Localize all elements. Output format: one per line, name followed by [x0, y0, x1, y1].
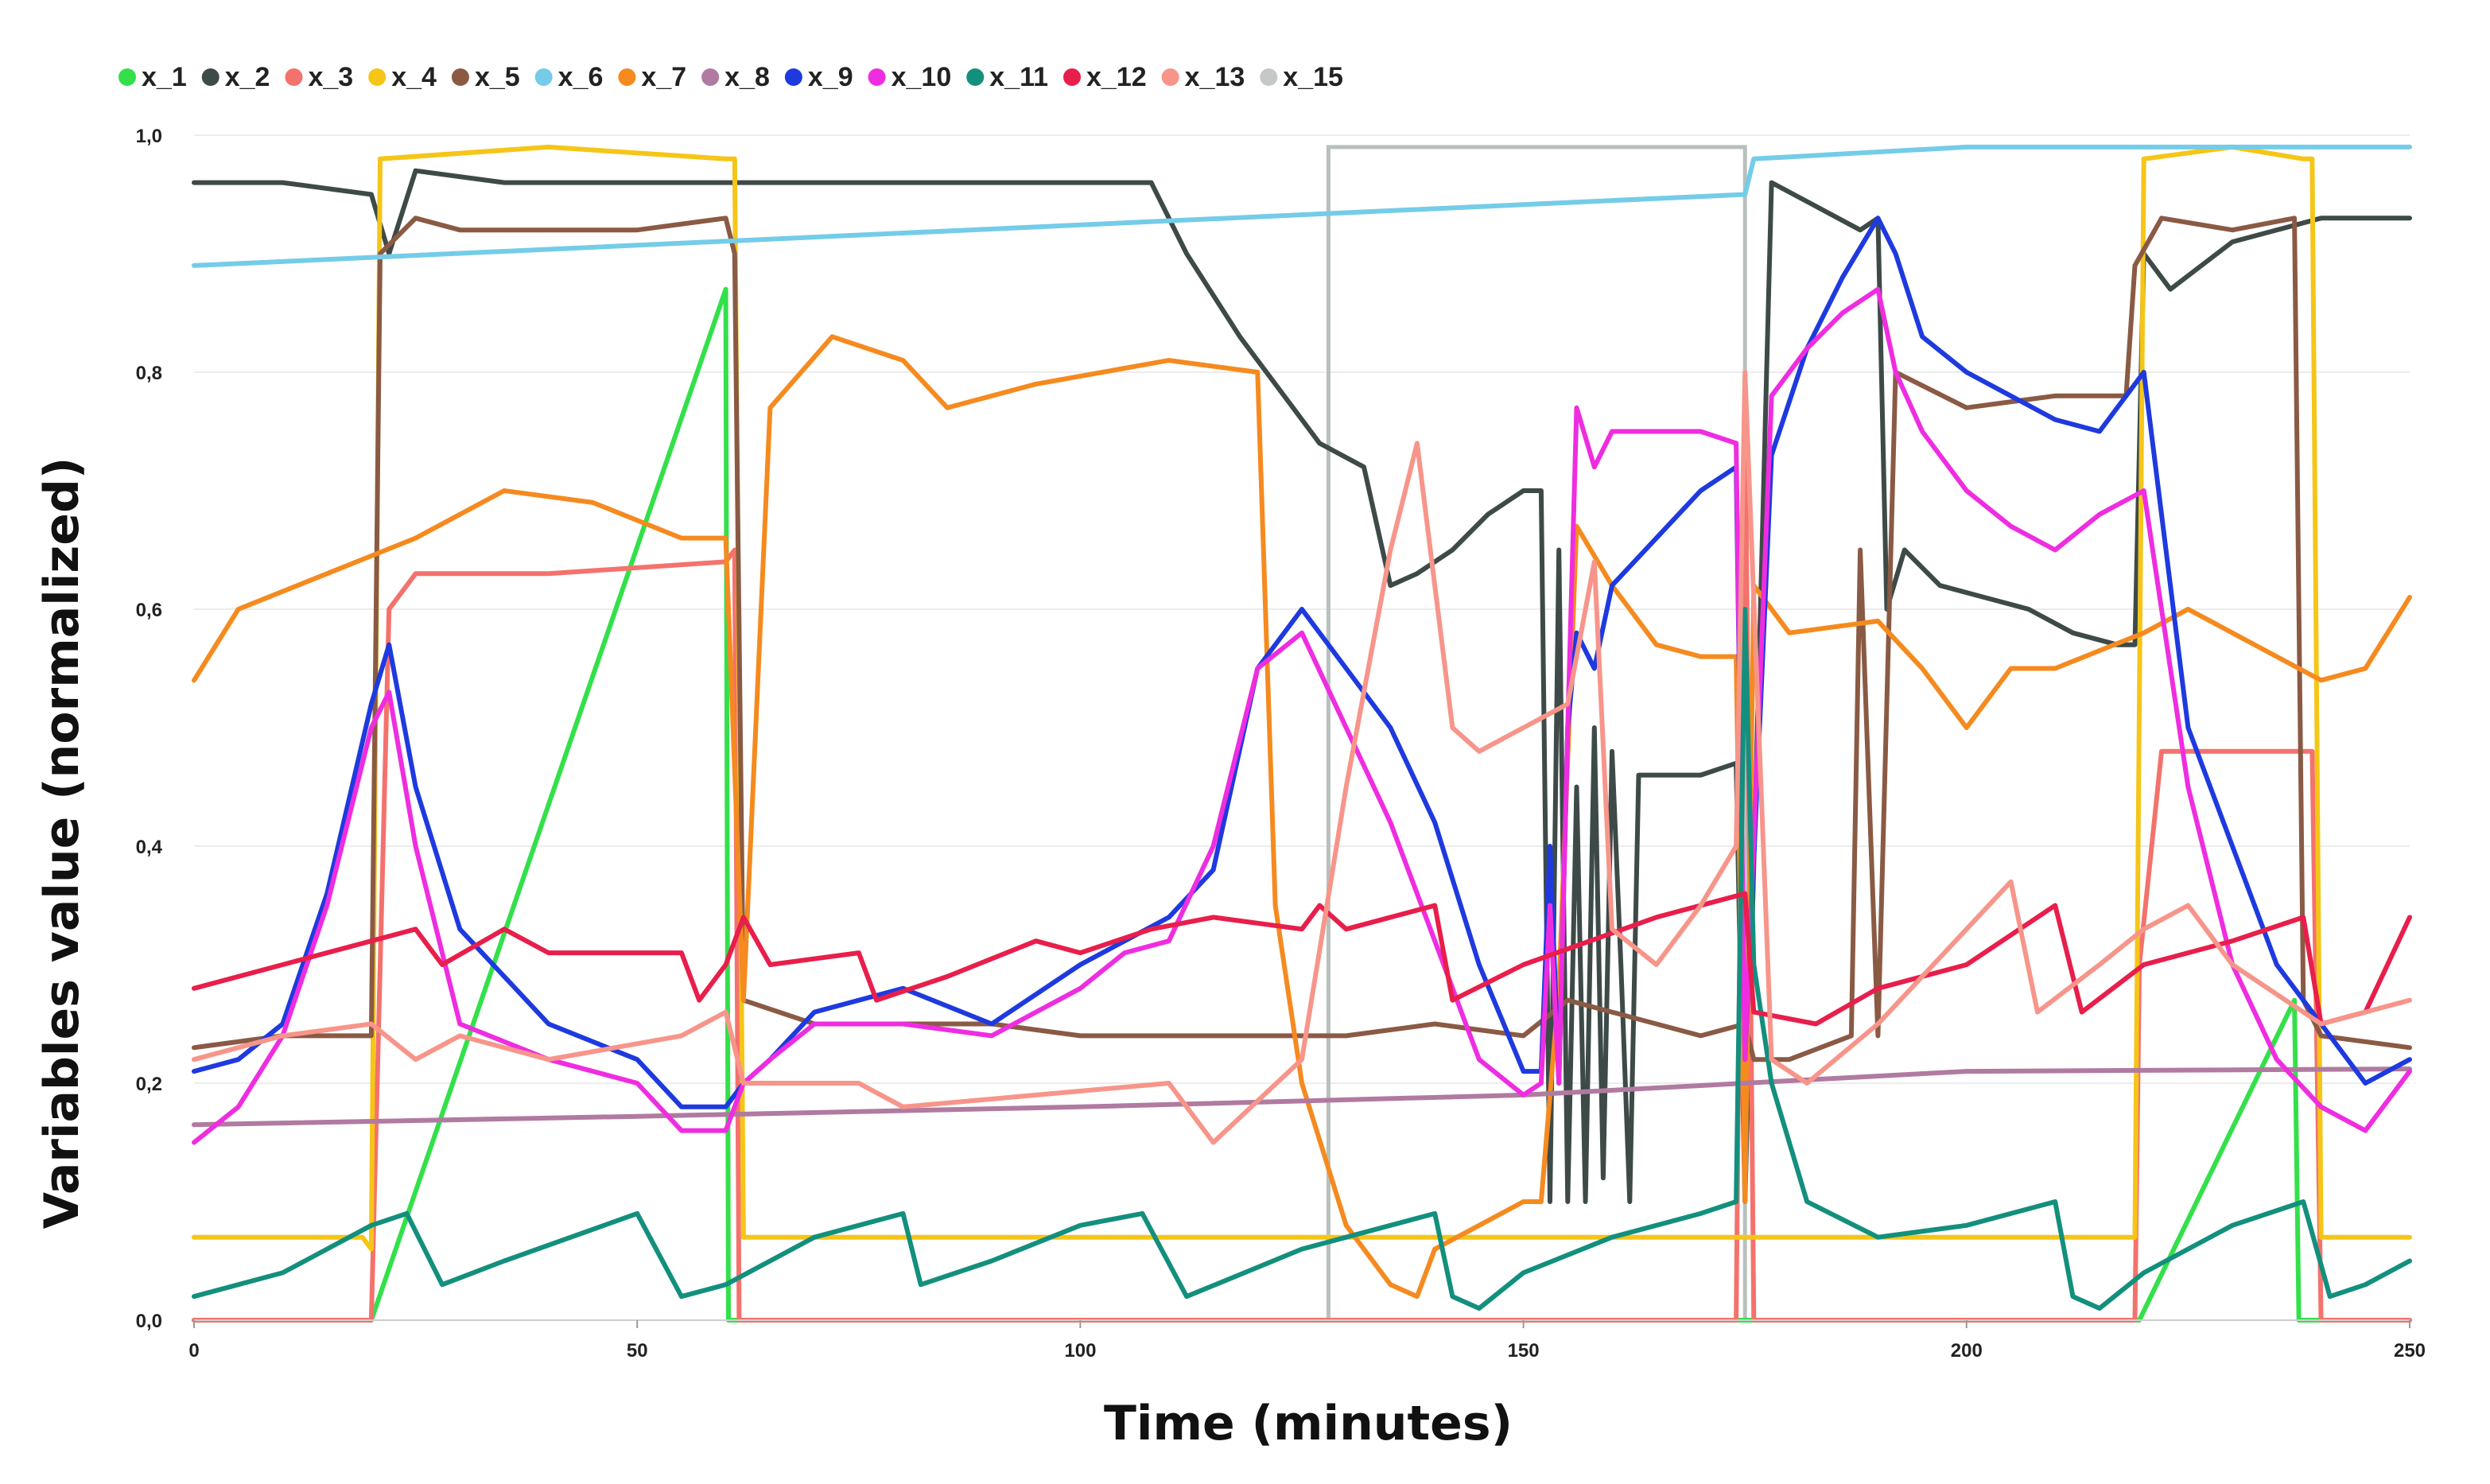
legend-label-x-11: x_11 [989, 62, 1048, 92]
axes: 0,0 0,2 0,4 0,6 0,8 1,0 0 50 100 150 200 250 [136, 126, 2426, 1362]
series-line-x-5 [192, 216, 2412, 1062]
series-line-x-10 [192, 286, 2412, 1145]
series-line-x-12 [192, 891, 2412, 1027]
legend-marker-x-12 [1063, 68, 1082, 86]
series-line-x-1 [192, 286, 2412, 1323]
series-line-x-4 [192, 144, 2412, 1252]
legend: x_1 x_2 x_3 x_4 x_5 x_6 x_7 x_8 x_9 x_10 x_11 x_12 x… [118, 62, 1343, 92]
series-line-x-6 [192, 144, 2412, 268]
y-tick-label: 0,2 [136, 1074, 162, 1095]
legend-label-x-3: x_3 [308, 62, 353, 92]
legend-marker-x-5 [451, 68, 469, 86]
x-tick-label: 150 [1508, 1340, 1540, 1362]
legend-marker-x-8 [701, 68, 720, 86]
series-line-x-7 [192, 334, 2412, 1299]
x-tick-label: 50 [627, 1340, 648, 1362]
grid-lines [194, 134, 2410, 1321]
x-axis-title: Time (minutes) [1104, 1396, 1513, 1451]
legend-marker-x-15 [1260, 68, 1278, 86]
legend-marker-x-2 [201, 68, 219, 86]
legend-marker-x-3 [285, 68, 303, 86]
legend-marker-x-9 [784, 68, 802, 86]
legend-label-x-4: x_4 [391, 62, 437, 92]
legend-label-x-7: x_7 [641, 62, 686, 92]
series-line-x-9 [192, 216, 2412, 1109]
legend-label-x-9: x_9 [808, 62, 853, 92]
legend-label-x-5: x_5 [475, 62, 520, 92]
legend-marker-x-6 [534, 68, 553, 86]
legend-label-x-6: x_6 [558, 62, 604, 92]
series-line-x-11 [192, 607, 2412, 1311]
legend-label-x-1: x_1 [142, 62, 187, 92]
legend-marker-x-7 [618, 68, 636, 86]
y-axis-title: Variables value (normalized) [34, 457, 90, 1230]
legend-marker-x-1 [118, 68, 136, 86]
legend-marker-x-10 [868, 68, 886, 86]
y-tick-label: 1,0 [136, 126, 162, 147]
legend-label-x-12: x_12 [1086, 62, 1147, 92]
series-lines [192, 144, 2412, 1323]
series-line-x-13 [192, 370, 2412, 1145]
legend-marker-x-13 [1161, 68, 1179, 86]
legend-label-x-13: x_13 [1185, 62, 1245, 92]
x-tick-label: 250 [2394, 1340, 2426, 1362]
x-tick-label: 100 [1064, 1340, 1096, 1362]
series-line-x-2 [192, 168, 2412, 1204]
y-tick-label: 0,4 [136, 837, 163, 858]
x-tick-label: 0 [188, 1340, 199, 1362]
legend-label-x-10: x_10 [892, 62, 952, 92]
y-tick-label: 0,0 [136, 1311, 162, 1332]
x-tick-label: 200 [1951, 1340, 1983, 1362]
legend-marker-x-4 [368, 68, 387, 86]
legend-marker-x-11 [966, 68, 985, 86]
y-tick-label: 0,6 [136, 600, 162, 621]
legend-label-x-8: x_8 [724, 62, 770, 92]
y-tick-label: 0,8 [136, 363, 162, 384]
legend-label-x-2: x_2 [225, 62, 270, 92]
legend-label-x-15: x_15 [1283, 62, 1343, 92]
